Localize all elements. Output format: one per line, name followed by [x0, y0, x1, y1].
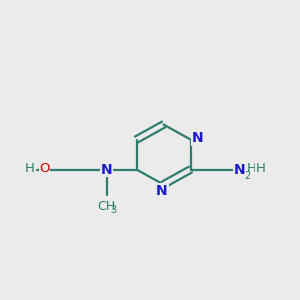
Text: CH: CH [98, 200, 116, 212]
Text: 2: 2 [244, 171, 250, 181]
Text: H: H [25, 162, 34, 175]
Text: H: H [256, 162, 265, 175]
Text: N: N [234, 163, 246, 176]
Text: N: N [191, 131, 203, 145]
Text: H: H [247, 162, 256, 175]
Text: 3: 3 [110, 205, 116, 215]
Text: N: N [156, 184, 168, 198]
Text: O: O [40, 162, 50, 175]
Text: N: N [101, 163, 112, 176]
